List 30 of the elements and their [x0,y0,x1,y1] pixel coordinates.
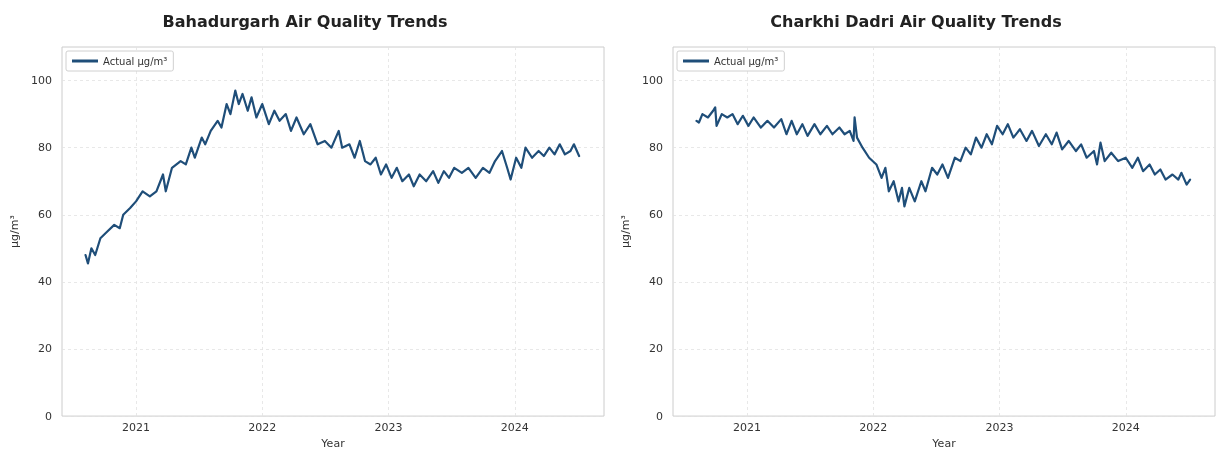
y-tick-label: 40 [38,275,52,289]
y-axis-title: µg/m³ [8,215,22,248]
y-tick-label: 100 [31,74,52,88]
y-tick-label: 40 [649,275,663,289]
x-axis-title: Year [931,437,957,450]
y-tick-label: 20 [649,342,663,356]
y-tick-label: 60 [38,208,52,222]
y-tick-label: 20 [38,342,52,356]
y-axis-title: µg/m³ [619,215,633,248]
x-tick-label: 2023 [374,421,403,435]
line-series [695,106,1192,208]
chart-title: Bahadurgarh Air Quality Trends [162,11,448,31]
x-tick-label: 2024 [500,421,529,435]
x-tick-label: 2023 [985,421,1014,435]
chart-title: Charkhi Dadri Air Quality Trends [770,11,1062,31]
legend-label: Actual µg/m³ [103,55,168,67]
x-tick-label: 2022 [248,421,277,435]
y-tick-label: 0 [45,409,52,423]
legend-label: Actual µg/m³ [714,55,779,67]
x-axis-title: Year [320,437,346,450]
y-tick-label: 80 [649,141,663,155]
x-tick-label: 2021 [733,421,762,435]
y-tick-label: 60 [649,208,663,222]
x-tick-label: 2024 [1111,421,1140,435]
y-tick-label: 80 [38,141,52,155]
line-series [84,89,581,265]
x-tick-label: 2021 [122,421,151,435]
x-tick-label: 2022 [859,421,888,435]
y-tick-label: 100 [642,74,663,88]
y-tick-label: 0 [656,409,663,423]
